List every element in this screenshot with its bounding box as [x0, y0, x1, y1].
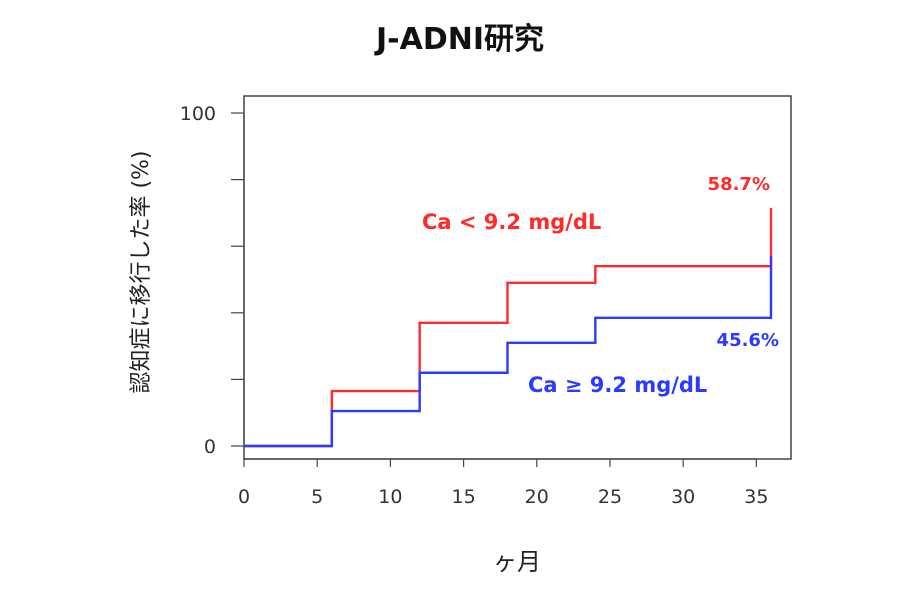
series-name-label: Ca < 9.2 mg/dL — [422, 210, 601, 234]
x-tick-label: 30 — [671, 486, 695, 508]
series-line-blue — [244, 256, 773, 448]
y-axis-label: 認知症に移行した率 (%) — [129, 150, 154, 393]
x-tick-label: 15 — [451, 486, 475, 508]
series-layer — [244, 207, 773, 448]
series-name-label: Ca ≥ 9.2 mg/dL — [528, 373, 707, 397]
series-line-red — [244, 207, 773, 448]
y-tick-label: 100 — [180, 103, 216, 125]
y-tick-label: 0 — [204, 436, 216, 458]
x-axis-label: ヶ月 — [493, 548, 541, 576]
series-end-value-label: 58.7% — [708, 174, 770, 195]
x-axis: 0 5 10 15 20 25 30 35 — [238, 458, 768, 508]
series-end-value-label: 45.6% — [717, 330, 779, 351]
y-axis: 0 100 — [180, 103, 245, 458]
label-layer: Ca < 9.2 mg/dL 58.7% Ca ≥ 9.2 mg/dL 45.6% — [422, 174, 779, 397]
x-tick-label: 25 — [598, 486, 622, 508]
x-tick-label: 0 — [238, 486, 250, 508]
x-tick-label: 20 — [525, 486, 549, 508]
x-tick-label: 35 — [744, 486, 768, 508]
x-tick-label: 10 — [378, 486, 402, 508]
x-tick-label: 5 — [311, 486, 323, 508]
chart-title: J-ADNI研究 — [375, 22, 544, 57]
plot-frame — [243, 95, 792, 460]
